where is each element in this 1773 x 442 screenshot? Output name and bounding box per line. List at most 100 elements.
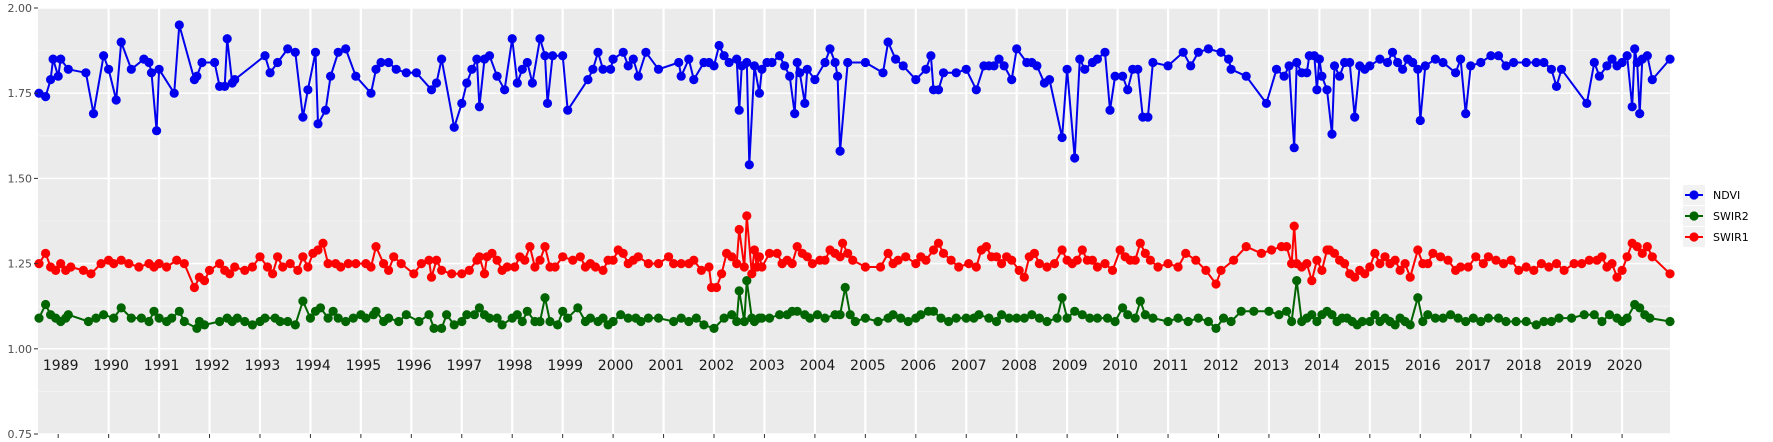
ndvi-point [1226,64,1236,74]
ndvi-point [222,34,232,44]
swir2-point [348,313,358,323]
swir1-point [1173,262,1183,272]
swir2-point [1012,313,1022,323]
swir1-point [669,259,679,269]
swir1-point [1201,265,1211,275]
ndvi-point [1531,57,1541,68]
swir2-point [1292,276,1302,286]
swir1-point [464,265,474,275]
swir1-point [1350,272,1360,282]
swir1-point [1607,259,1617,269]
swir1-point [1375,259,1385,269]
swir2-point [361,313,371,323]
year-label: 2002 [699,358,735,374]
ndvi-point [891,54,901,64]
year-label: 1990 [93,358,129,374]
ndvi-point [99,51,109,61]
year-label: 2014 [1304,358,1340,374]
swir1-point [530,262,540,272]
swir2-point [1493,313,1504,323]
ndvi-point [951,68,961,78]
ndvi-point [628,54,638,64]
swir1-point [848,255,858,265]
swir2-point [1249,306,1259,316]
swir1-point [313,245,323,255]
ndvi-point [517,64,527,74]
swir2-point [916,310,926,320]
year-label: 2009 [1052,358,1088,374]
swir1-point [938,248,949,258]
legend-marker-swir1 [1689,232,1699,242]
swir2-point [1365,316,1375,327]
ndvi-point [46,75,56,85]
ndvi-point [1665,54,1675,64]
swir2-point [1511,316,1521,327]
swir2-point [34,313,44,323]
ndvi-point [1317,71,1327,81]
swir2-point [757,313,767,323]
swir2-point [414,316,424,327]
year-label: 1996 [396,358,432,374]
year-label: 2001 [648,358,684,374]
swir2-point [719,313,729,323]
ndvi-point [512,78,522,88]
swir2-point [1635,303,1645,313]
swir2-point [616,310,626,320]
swir2-point [1052,313,1062,323]
legend-marker-ndvi [1689,190,1699,200]
year-label: 1993 [245,358,281,374]
swir1-point [318,238,328,248]
swir1-point [1632,242,1642,252]
swir1-point [1340,259,1350,269]
ndvi-point [1163,61,1173,71]
ndvi-point [401,68,411,78]
swir1-point [1617,265,1627,275]
ndvi-point [689,75,699,85]
swir1-point [255,252,265,262]
ndvi-point [1044,75,1055,85]
ndvi-point [744,160,754,170]
swir2-point [215,316,225,327]
swir2-point [684,316,694,327]
ndvi-point [1100,47,1110,57]
ndvi-point [1329,61,1340,71]
swir2-point [1123,310,1133,320]
ndvi-point [1012,44,1022,54]
swir1-point [757,262,767,272]
swir1-point [502,262,512,272]
swir1-point [1007,255,1017,265]
ndvi-point [1501,61,1511,71]
year-label: 1998 [497,358,533,374]
swir1-point [424,255,434,265]
swir2-point [1665,316,1675,327]
year-label: 2000 [598,358,634,374]
swir1-point [96,259,106,269]
ndvi-point [1312,85,1322,95]
ndvi-point [1617,57,1627,68]
ndvi-point [1387,47,1398,57]
swir2-point [484,313,495,323]
swir1-point [1077,245,1087,255]
ndvi-point [1589,57,1599,68]
swir2-point [199,320,210,330]
ndvi-point [994,54,1004,64]
swir2-point [457,316,467,327]
ndvi-point [623,61,633,71]
year-label: 2015 [1355,358,1391,374]
swir1-point [704,262,714,272]
swir2-point [764,313,775,323]
swir1-point [1107,265,1118,275]
swir2-point [333,313,343,323]
swir2-point [126,313,136,323]
swir1-point [41,248,51,258]
ndvi-point [41,92,51,102]
ndvi-point [1193,47,1203,57]
swir2-point [1102,313,1113,323]
swir1-point [717,269,727,279]
swir1-point [772,248,782,258]
swir1-point [732,259,742,269]
swir1-point [711,282,722,293]
swir2-point [860,313,871,323]
ndvi-point [1476,57,1486,68]
